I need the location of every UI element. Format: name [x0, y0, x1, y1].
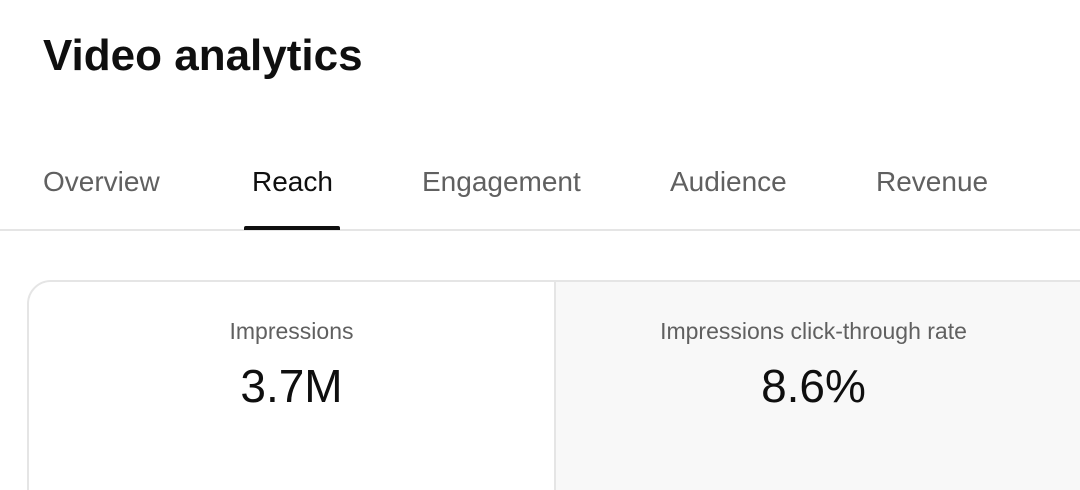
- tab-overview[interactable]: Overview: [43, 166, 160, 197]
- metric-card-impressions-ctr[interactable]: Impressions click-through rate 8.6%: [556, 282, 1080, 490]
- tab-bar: Overview Reach Engagement Audience Reven…: [0, 130, 1080, 231]
- metric-value-impressions-ctr: 8.6%: [761, 360, 866, 412]
- metric-label-impressions-ctr: Impressions click-through rate: [660, 318, 967, 344]
- metric-cards: Impressions 3.7M Impressions click-throu…: [27, 280, 1080, 490]
- metric-value-impressions: 3.7M: [240, 360, 343, 412]
- metric-card-impressions[interactable]: Impressions 3.7M: [29, 282, 556, 490]
- tab-reach[interactable]: Reach: [252, 166, 333, 197]
- metric-label-impressions: Impressions: [229, 318, 354, 344]
- tab-audience[interactable]: Audience: [670, 166, 787, 197]
- tab-revenue[interactable]: Revenue: [876, 166, 989, 197]
- page-title: Video analytics: [43, 31, 363, 80]
- tab-engagement[interactable]: Engagement: [422, 166, 581, 197]
- active-tab-indicator: [244, 226, 340, 230]
